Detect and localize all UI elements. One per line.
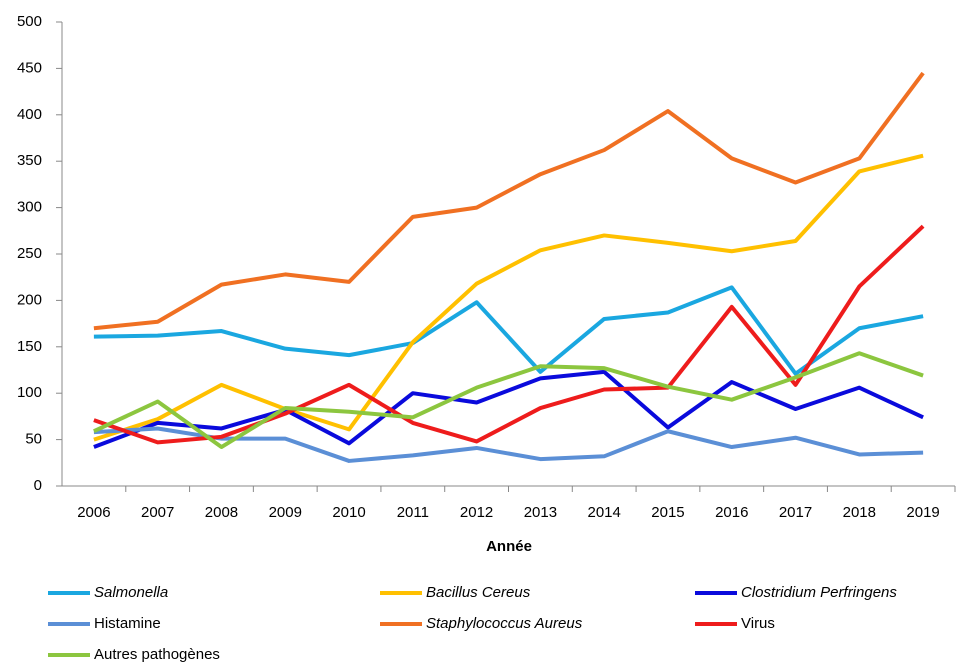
y-tick-label: 0 [34,477,42,494]
x-tick-label: 2017 [779,504,812,521]
series-line [93,153,924,442]
series-line [93,369,924,449]
series-line [93,351,924,450]
legend-label: Staphylococcus Aureus [426,615,583,632]
x-tick-label: 2007 [141,504,174,521]
x-tick-label: 2015 [651,504,684,521]
x-tick-label: 2006 [77,504,110,521]
y-tick-label: 250 [17,245,42,262]
series-line [93,224,925,445]
x-tick-label: 2012 [460,504,493,521]
x-tick-label: 2018 [843,504,876,521]
x-axis-label: Année [486,538,532,555]
y-tick-label: 350 [17,152,42,169]
legend-label: Autres pathogènes [94,646,220,663]
y-tick-label: 50 [25,431,42,448]
legend-label: Salmonella [94,584,168,601]
x-tick-label: 2011 [397,504,429,521]
y-tick-label: 500 [17,13,42,30]
legend-label: Bacillus Cereus [426,584,531,601]
y-tick-label: 200 [17,291,42,308]
x-tick-label: 2016 [715,504,748,521]
x-tick-label: 2010 [332,504,365,521]
legend-label: Histamine [94,615,161,632]
y-tick-label: 400 [17,106,42,123]
x-tick-label: 2008 [205,504,238,521]
y-tick-label: 100 [17,384,42,401]
legend-label: Virus [741,615,775,632]
series-line [93,71,925,331]
y-tick-label: 150 [17,338,42,355]
series-line [93,285,924,376]
x-tick-label: 2014 [587,504,620,521]
legend-label: Clostridium Perfringens [741,584,897,601]
x-tick-label: 2009 [269,504,302,521]
y-tick-label: 450 [17,59,42,76]
x-tick-label: 2013 [524,504,557,521]
x-tick-label: 2019 [906,504,939,521]
y-tick-label: 300 [17,199,42,216]
